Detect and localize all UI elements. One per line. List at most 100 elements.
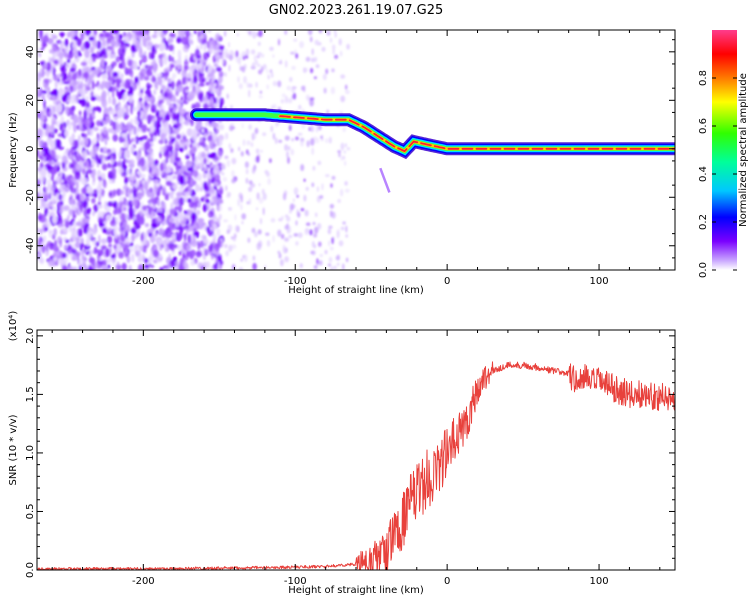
- noise-speck: [171, 56, 174, 63]
- noise-speck: [178, 197, 185, 206]
- noise-speck: [159, 151, 162, 159]
- noise-speck: [40, 198, 45, 208]
- noise-speck: [57, 81, 63, 86]
- noise-speck: [93, 246, 98, 255]
- noise-speck: [183, 210, 188, 215]
- noise-speck: [140, 31, 145, 37]
- noise-speck: [97, 249, 104, 256]
- noise-speck: [270, 104, 274, 111]
- noise-speck: [37, 128, 43, 138]
- noise-speck: [303, 178, 306, 182]
- noise-speck: [256, 63, 261, 67]
- noise-speck: [39, 213, 46, 223]
- noise-speck: [138, 139, 145, 146]
- noise-speck: [186, 244, 191, 251]
- noise-speck: [139, 216, 145, 225]
- noise-speck: [43, 155, 46, 164]
- noise-speck: [298, 104, 302, 110]
- noise-speck: [43, 78, 50, 84]
- noise-speck: [94, 262, 98, 270]
- noise-speck: [225, 53, 231, 59]
- noise-speck: [163, 184, 166, 194]
- noise-speck: [179, 147, 184, 153]
- noise-speck: [346, 43, 350, 50]
- noise-speck: [138, 85, 141, 91]
- noise-speck: [269, 46, 274, 51]
- noise-speck: [178, 204, 183, 213]
- noise-speck: [189, 80, 194, 89]
- noise-speck: [63, 205, 70, 211]
- noise-speck: [301, 123, 306, 130]
- noise-speck: [320, 135, 323, 139]
- noise-speck: [124, 103, 129, 109]
- noise-speck: [251, 62, 256, 69]
- noise-speck: [135, 136, 140, 145]
- noise-speck: [159, 267, 164, 270]
- noise-speck: [232, 264, 235, 270]
- noise-speck: [202, 172, 208, 179]
- colorbar-tick-label: 0.0: [698, 262, 709, 278]
- noise-speck: [69, 67, 76, 73]
- noise-speck: [109, 192, 113, 197]
- noise-speck: [60, 200, 64, 206]
- noise-speck: [162, 220, 168, 226]
- noise-speck: [280, 233, 285, 240]
- noise-speck: [162, 85, 166, 91]
- noise-speck: [219, 97, 225, 106]
- snr-xtick-label: 0: [444, 576, 450, 587]
- noise-speck: [213, 97, 217, 104]
- noise-speck: [328, 136, 332, 144]
- noise-speck: [179, 139, 186, 148]
- noise-speck: [85, 238, 90, 247]
- noise-speck: [162, 76, 166, 84]
- noise-speck: [136, 170, 142, 175]
- noise-speck: [74, 81, 81, 89]
- noise-speck: [241, 213, 247, 220]
- noise-speck: [78, 68, 82, 77]
- noise-speck: [41, 93, 45, 102]
- noise-speck: [195, 231, 200, 239]
- spectrogram-ylabel: Frequency (Hz): [8, 112, 19, 188]
- spectrogram-ytick-label: 40: [25, 45, 36, 58]
- noise-speck: [215, 67, 222, 72]
- noise-speck: [189, 166, 194, 174]
- noise-speck: [184, 30, 191, 38]
- noise-speck: [295, 136, 299, 141]
- noise-speck: [86, 186, 93, 194]
- noise-speck: [77, 236, 81, 242]
- noise-speck: [339, 188, 344, 197]
- noise-speck: [124, 177, 127, 185]
- noise-speck: [251, 132, 257, 140]
- noise-speck: [193, 228, 197, 237]
- noise-speck: [205, 250, 210, 255]
- noise-speck: [117, 109, 124, 119]
- noise-speck: [199, 83, 205, 87]
- noise-speck: [86, 210, 91, 216]
- noise-speck: [70, 187, 77, 194]
- noise-speck: [110, 40, 114, 46]
- noise-speck: [85, 193, 90, 197]
- noise-speck: [224, 30, 227, 37]
- noise-speck: [121, 203, 126, 213]
- noise-speck: [170, 246, 175, 252]
- noise-speck: [284, 256, 289, 263]
- noise-speck: [113, 209, 117, 215]
- noise-speck: [149, 169, 156, 174]
- noise-speck: [259, 90, 263, 94]
- noise-speck: [313, 233, 318, 238]
- noise-speck: [211, 176, 215, 184]
- noise-speck: [89, 128, 94, 137]
- noise-speck: [307, 30, 313, 36]
- noise-speck: [193, 30, 197, 34]
- noise-speck: [245, 168, 249, 175]
- noise-speck: [186, 72, 192, 79]
- noise-speck: [312, 221, 316, 226]
- noise-speck: [311, 182, 315, 188]
- noise-speck: [78, 134, 81, 142]
- noise-speck: [162, 126, 168, 136]
- noise-speck: [219, 199, 224, 204]
- noise-speck: [86, 107, 92, 112]
- noise-speck: [284, 60, 288, 68]
- noise-speck: [147, 114, 153, 122]
- noise-speck: [213, 181, 219, 186]
